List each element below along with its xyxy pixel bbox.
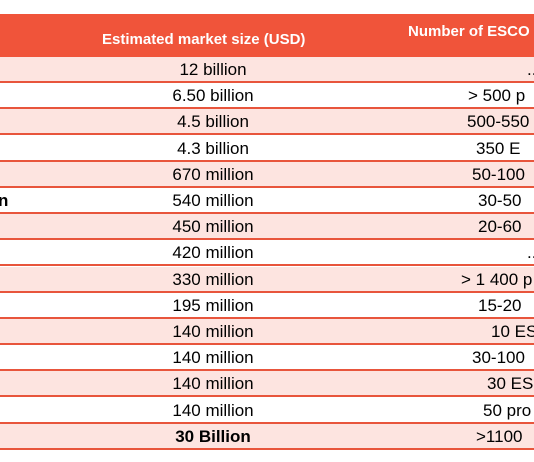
table-cell: 4.3 billion [177,138,249,158]
column-header: Number of ESCO [408,23,530,40]
table-cell: 4.5 billion [177,112,249,132]
table-cell: 10 ES [491,322,534,341]
table-cell: 670 million [172,164,254,184]
table-row: 330 million > 1 400 p [0,266,534,293]
table-cell: 500-550 [467,112,530,132]
table-cell: n [0,191,9,210]
table-row: 195 million 15-20 [0,292,534,319]
table-cell: 30-100 [472,348,525,368]
table-row: 30 Billion >1100 [0,423,534,450]
table-cell: 420 million [172,243,254,263]
table-cell: 540 million [172,191,254,210]
table-row: 4.5 billion 500-550 [0,109,534,136]
table-cell: 20-60 [478,217,522,237]
table-row: 140 million 10 ES [0,319,534,345]
table-cell: 15-20 [478,295,522,315]
table-row: 140 million 30-100 [0,345,534,372]
table-cell: > 1 400 p [461,269,533,289]
table-cell: >1100 [476,426,523,446]
table-cell: 140 million [172,322,254,341]
table-cell: 30-50 [478,191,522,210]
table-header: Estimated market size (USD) Number of ES… [0,14,534,57]
table-cell: 450 million [172,217,254,237]
table-cell: 50-100 [472,164,525,184]
table-row: 12 billion.. [0,57,534,83]
table-cell: 350 E [476,138,521,158]
table-row: 4.3 billion 350 E [0,135,534,162]
table-cell: 140 million [172,400,254,420]
table-cell: .. [527,60,534,79]
table-cell: 30 Billion [175,426,251,446]
table-cell: 195 million [172,295,254,315]
table-cell: > 500 p [468,86,526,106]
table-cell: 140 million [172,348,254,368]
table-cell: .. [527,243,534,263]
table-cell: 12 billion [179,60,247,79]
table-cell: 50 pro [483,400,532,420]
column-header: Estimated market size (USD) [102,31,306,48]
table-row: 140 million 30 ES [0,371,534,398]
table-row: n 540 million 30-50 [0,188,534,214]
table-cell: 330 million [172,269,254,289]
table-cell: 6.50 billion [172,86,254,106]
table-row: 420 million.. [0,240,534,267]
table-row: 6.50 billion > 500 p [0,83,534,110]
table-row: 450 million 20-60 [0,214,534,241]
table-cell: 30 ES [487,374,534,394]
table-row: 670 million 50-100 [0,161,534,188]
table-row: 140 million 50 pro [0,397,534,424]
table-cell: 140 million [172,374,254,394]
